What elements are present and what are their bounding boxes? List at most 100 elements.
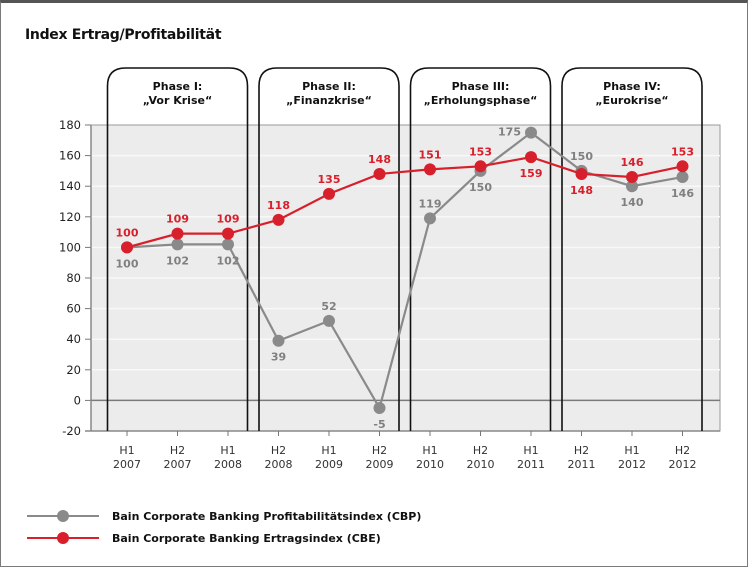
x-tick-label-half: H2 <box>372 444 387 457</box>
y-tick-label: 140 <box>59 179 81 193</box>
data-point-cbe <box>474 160 487 173</box>
phase-box <box>106 67 249 431</box>
legend-marker-cbe-icon <box>57 532 69 544</box>
data-label-cbp: 100 <box>116 257 139 270</box>
y-tick-label: 40 <box>66 332 81 346</box>
legend-line-cbe-icon <box>27 532 99 544</box>
data-point-cbp <box>676 171 689 184</box>
data-point-cbe <box>676 160 689 173</box>
y-tick-label: 0 <box>74 393 81 407</box>
data-label-cbp: 140 <box>621 196 644 209</box>
legend-marker-cbp-icon <box>57 510 69 522</box>
chart-title: Index Ertrag/Profitabilität <box>25 27 222 43</box>
data-point-cbe <box>424 163 436 176</box>
x-tick-label-half: H1 <box>220 444 235 457</box>
y-tick-label: -20 <box>62 424 81 438</box>
y-tick-label: 60 <box>66 302 81 316</box>
data-label-cbp: 39 <box>271 351 286 364</box>
x-tick-label-year: 2010 <box>416 458 444 471</box>
phase-name: „Finanzkrise“ <box>286 94 372 107</box>
phase-title: Phase II: <box>302 80 356 93</box>
legend: Bain Corporate Banking Profitabilitätsin… <box>27 505 421 549</box>
data-label-cbe: 151 <box>419 148 442 161</box>
data-label-cbe: 118 <box>267 199 290 212</box>
data-point-cbp <box>323 314 335 327</box>
data-label-cbe: 100 <box>116 226 139 239</box>
data-point-cbe <box>373 167 386 180</box>
x-tick-label-year: 2012 <box>618 458 646 471</box>
data-point-cbe <box>272 213 285 226</box>
data-label-cbp: -5 <box>373 418 385 431</box>
data-label-cbe: 109 <box>166 213 189 226</box>
x-tick-label-year: 2007 <box>113 458 141 471</box>
x-tick-label-year: 2007 <box>164 458 192 471</box>
x-tick-label-half: H2 <box>170 444 185 457</box>
data-point-cbp <box>626 180 638 193</box>
legend-label-cbe: Bain Corporate Banking Ertragsindex (CBE… <box>112 531 381 545</box>
x-tick-label-half: H1 <box>624 444 639 457</box>
data-point-cbe <box>222 227 234 240</box>
data-point-cbe <box>323 187 335 200</box>
x-tick-label-year: 2012 <box>669 458 697 471</box>
data-label-cbe: 148 <box>570 184 593 197</box>
data-label-cbe: 159 <box>520 167 543 180</box>
data-point-cbe <box>626 171 638 184</box>
x-tick-label-year: 2008 <box>214 458 242 471</box>
x-tick-label-year: 2011 <box>517 458 545 471</box>
data-label-cbe: 109 <box>217 213 240 226</box>
data-label-cbe: 153 <box>671 145 694 158</box>
data-label-cbe: 135 <box>318 173 341 186</box>
x-tick-label-year: 2009 <box>315 458 343 471</box>
phase-title: Phase I: <box>153 80 203 93</box>
data-point-cbp <box>222 238 234 251</box>
phase-name: „Eurokrise“ <box>595 94 668 107</box>
data-label-cbe: 148 <box>368 153 391 166</box>
data-point-cbp <box>171 238 184 251</box>
x-tick-label-half: H2 <box>271 444 286 457</box>
phase-box <box>409 67 552 431</box>
data-label-cbp: 119 <box>419 197 442 210</box>
data-point-cbe <box>575 167 588 180</box>
data-label-cbp: 102 <box>217 254 240 267</box>
data-point-cbe <box>525 151 537 164</box>
y-tick-label: 100 <box>59 240 81 254</box>
phase-title: Phase IV: <box>603 80 661 93</box>
y-tick-label: 160 <box>59 149 81 163</box>
y-tick-label: 180 <box>59 118 81 132</box>
x-tick-label-half: H1 <box>321 444 336 457</box>
x-tick-label-year: 2010 <box>467 458 495 471</box>
data-point-cbp <box>272 334 285 347</box>
x-tick-label-half: H1 <box>422 444 437 457</box>
data-label-cbp: 150 <box>469 181 492 194</box>
y-tick-label: 120 <box>59 210 81 224</box>
y-tick-label: 20 <box>66 363 81 377</box>
x-tick-label-year: 2008 <box>265 458 293 471</box>
x-tick-label-half: H1 <box>119 444 134 457</box>
x-tick-label-year: 2011 <box>568 458 596 471</box>
legend-label-cbp: Bain Corporate Banking Profitabilitätsin… <box>112 509 422 523</box>
legend-item-cbp: Bain Corporate Banking Profitabilitätsin… <box>27 505 421 527</box>
data-point-cbe <box>171 227 184 240</box>
phase-title: Phase III: <box>452 80 510 93</box>
phase-box <box>258 67 400 431</box>
data-label-cbp: 150 <box>570 150 593 163</box>
x-tick-label-year: 2009 <box>366 458 394 471</box>
data-label-cbp: 175 <box>498 126 521 139</box>
data-point-cbp <box>424 212 436 225</box>
x-tick-label-half: H2 <box>675 444 690 457</box>
phase-box <box>561 67 703 431</box>
data-label-cbp: 52 <box>321 300 336 313</box>
x-tick-label-half: H1 <box>523 444 538 457</box>
legend-item-cbe: Bain Corporate Banking Ertragsindex (CBE… <box>27 527 421 549</box>
x-tick-label-half: H2 <box>473 444 488 457</box>
phase-name: „Vor Krise“ <box>143 94 212 107</box>
y-tick-label: 80 <box>66 271 81 285</box>
data-label-cbp: 102 <box>166 254 189 267</box>
phase-name: „Erholungsphase“ <box>424 94 538 107</box>
legend-line-cbp-icon <box>27 510 99 522</box>
data-label-cbp: 146 <box>671 187 694 200</box>
data-label-cbe: 146 <box>621 156 644 169</box>
data-point-cbp <box>373 402 386 415</box>
